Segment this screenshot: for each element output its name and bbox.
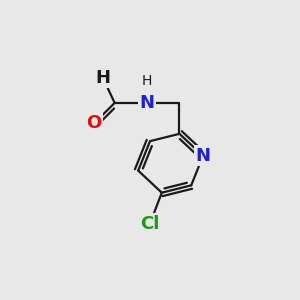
Text: O: O: [86, 115, 102, 133]
Text: N: N: [140, 94, 154, 112]
Text: Cl: Cl: [140, 214, 160, 232]
Text: H: H: [95, 69, 110, 87]
Text: H: H: [142, 74, 152, 88]
Text: N: N: [196, 147, 211, 165]
